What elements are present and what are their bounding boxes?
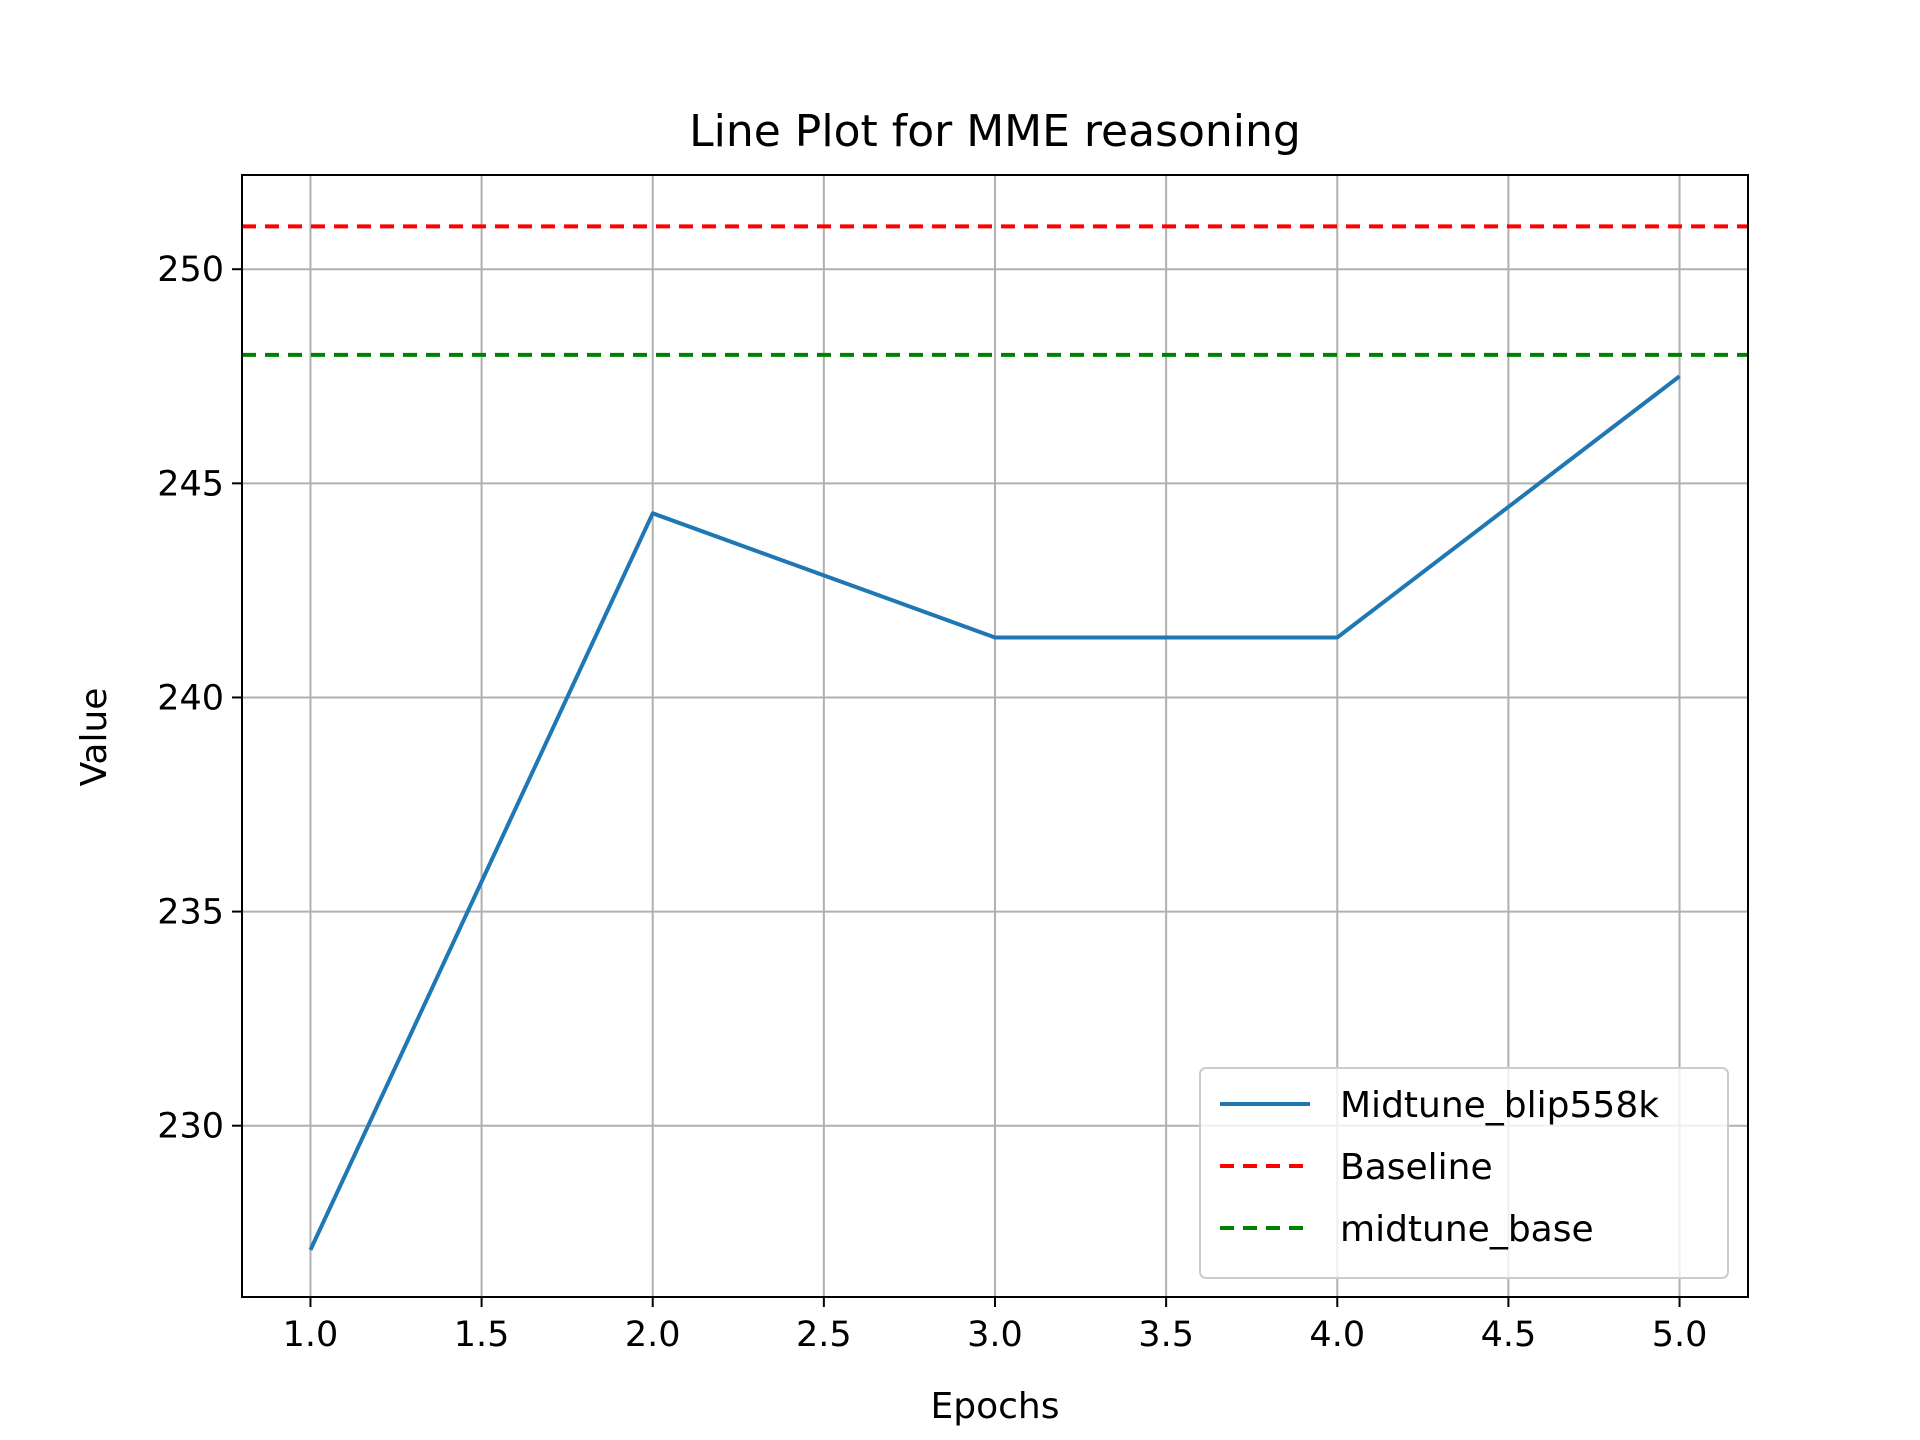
legend-label: midtune_base [1340,1209,1594,1250]
x-tick-label: 5.0 [1652,1315,1708,1355]
x-axis-ticks: 1.0 1.5 2.0 2.5 3.0 3.5 4.0 4.5 5.0 [283,1297,1708,1355]
x-tick-label: 3.0 [967,1315,1023,1355]
y-axis-label: Value [74,688,115,787]
legend: Midtune_blip558k Baseline midtune_base [1199,1067,1729,1279]
y-tick-label: 235 [157,893,224,933]
x-tick-label: 3.5 [1138,1315,1194,1355]
y-axis-ticks: 230 235 240 245 250 [157,250,242,1147]
x-tick-label: 1.5 [454,1315,510,1355]
x-tick-label: 2.0 [625,1315,681,1355]
legend-box [1199,1067,1729,1279]
y-tick-label: 230 [157,1107,224,1147]
legend-label: Midtune_blip558k [1340,1085,1659,1126]
legend-label: Baseline [1340,1147,1493,1188]
x-tick-label: 2.5 [796,1315,852,1355]
x-axis-label: Epochs [931,1386,1060,1427]
x-tick-label: 1.0 [283,1315,339,1355]
chart-title: Line Plot for MME reasoning [689,106,1301,157]
y-tick-label: 240 [157,678,224,718]
x-tick-label: 4.5 [1481,1315,1537,1355]
y-tick-label: 250 [157,250,224,290]
x-tick-label: 4.0 [1309,1315,1365,1355]
series [308,374,1681,1251]
reference-lines [242,224,1748,357]
y-tick-label: 245 [157,464,224,504]
